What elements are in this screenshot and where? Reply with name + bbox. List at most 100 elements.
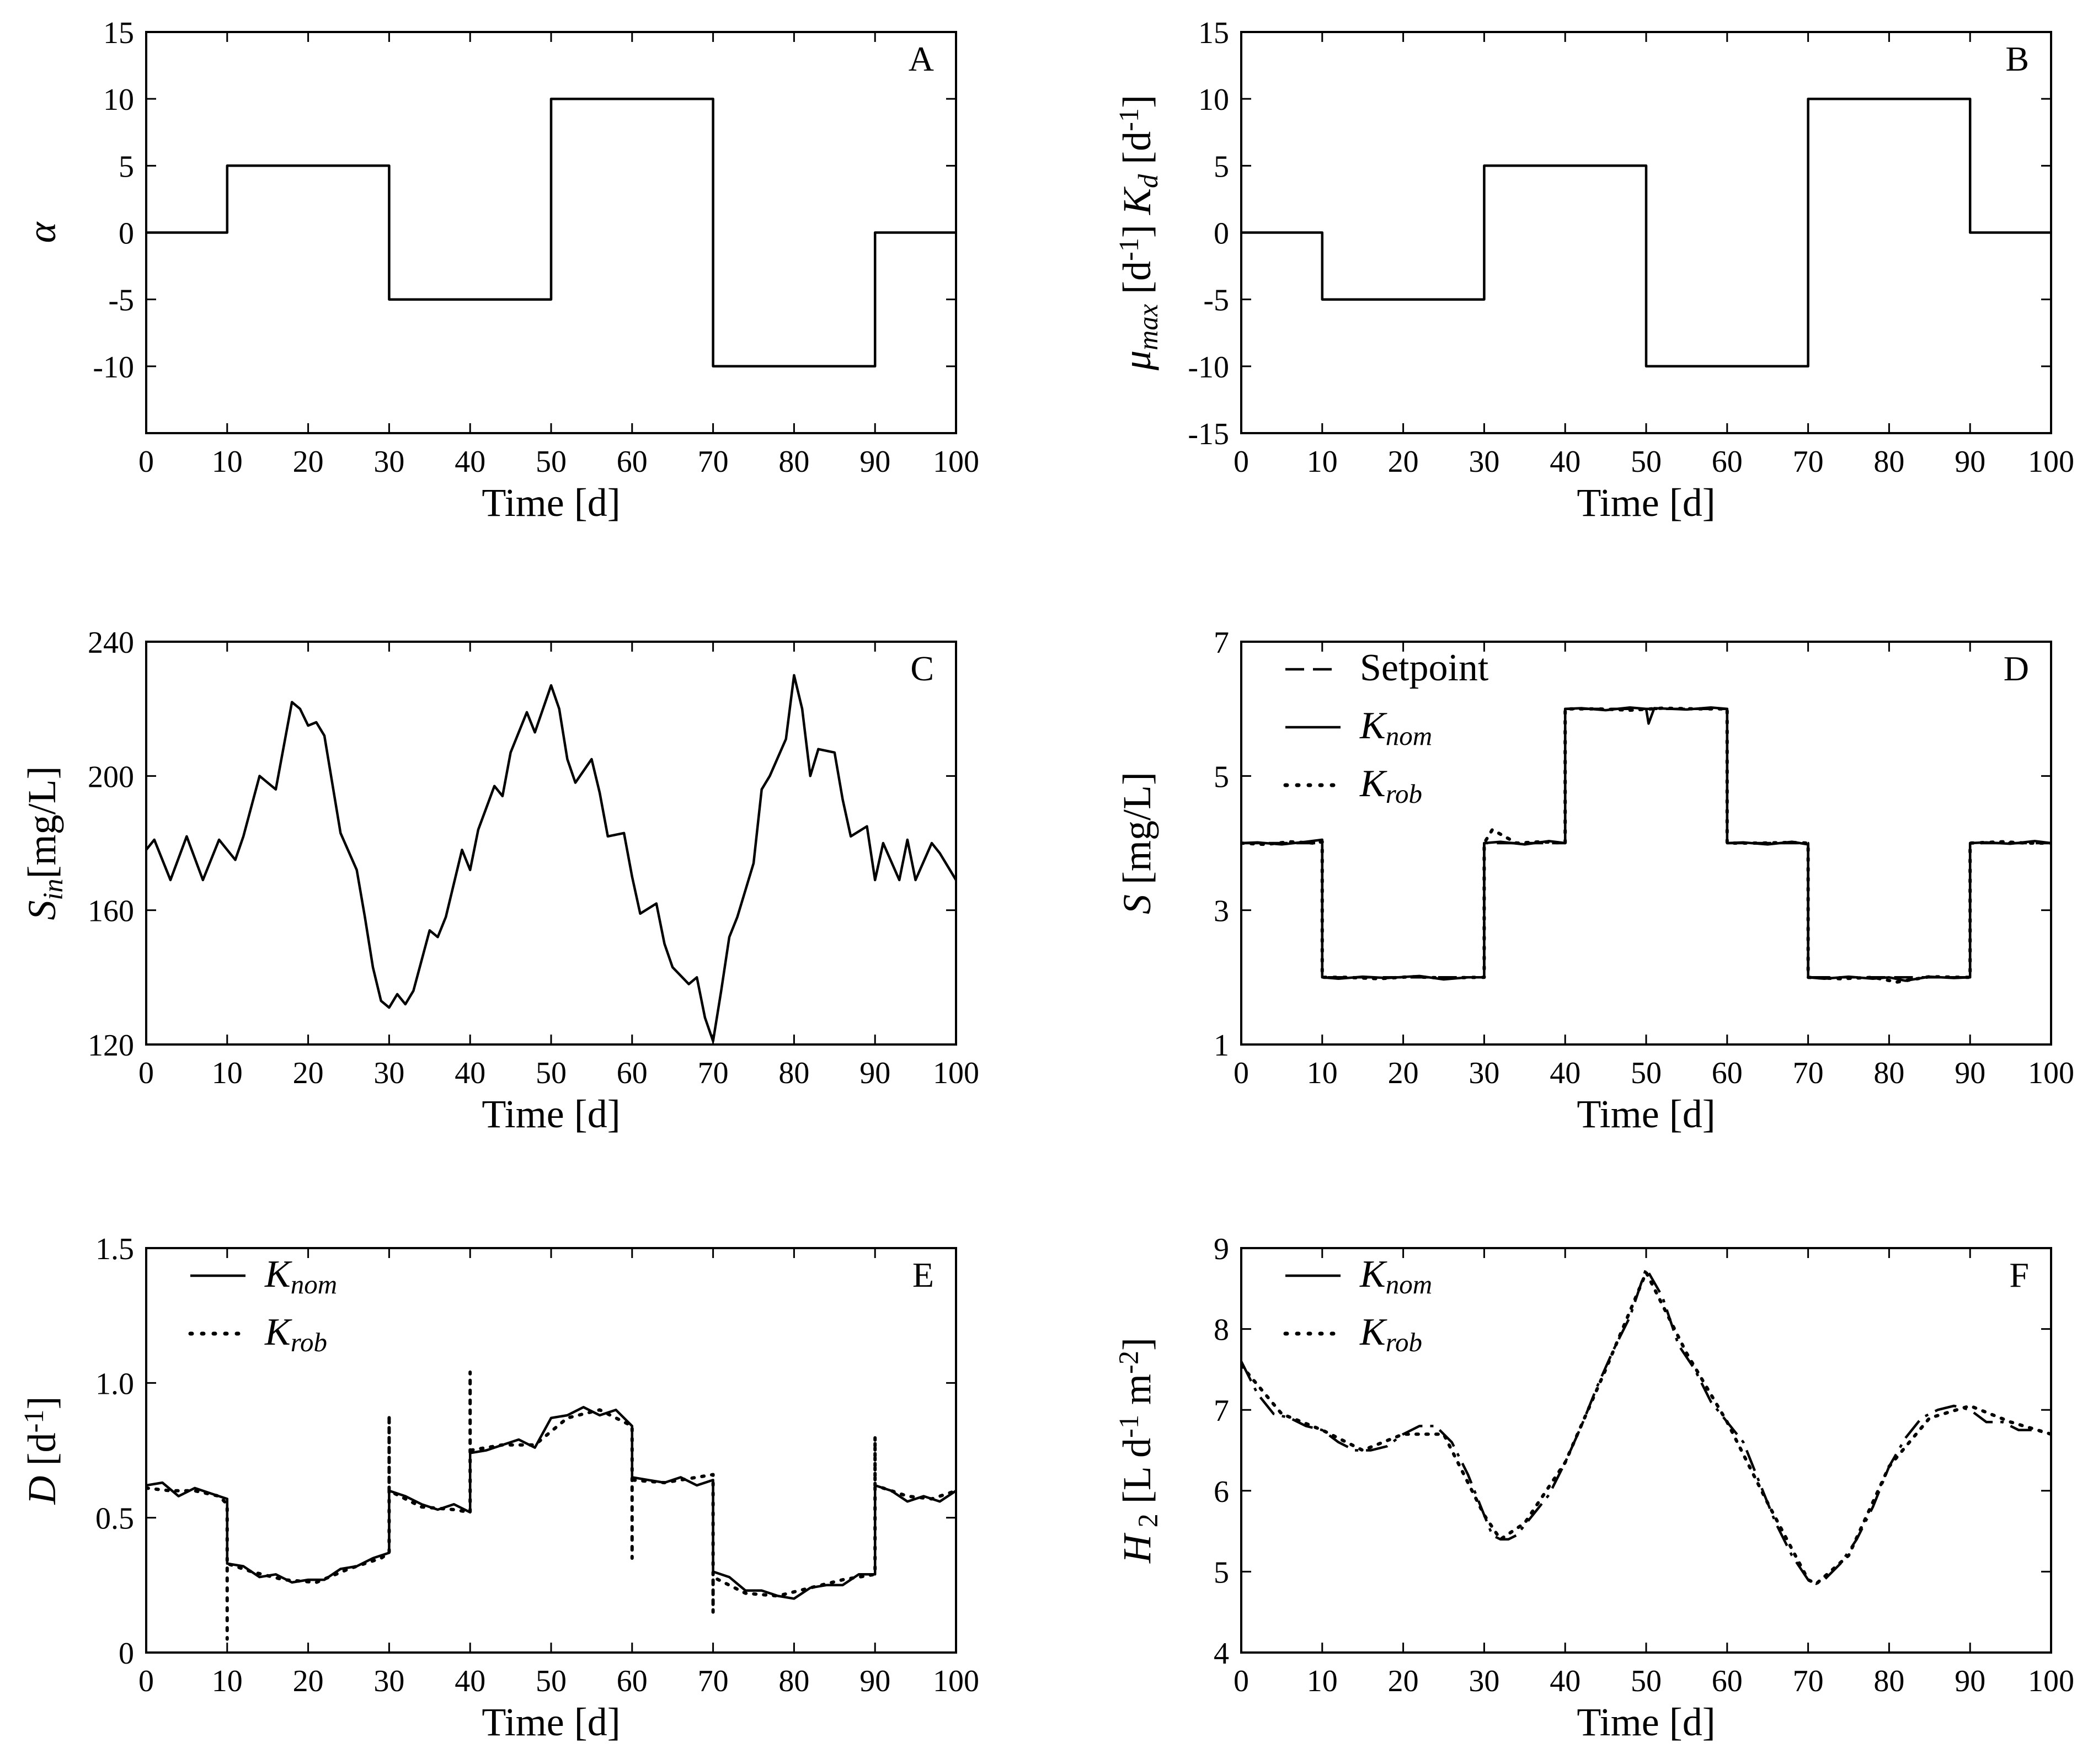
y-tick-label: 5 xyxy=(1214,150,1229,184)
x-tick-label: 40 xyxy=(455,1056,485,1090)
series-line-main xyxy=(1241,97,2051,368)
chart-panel-c: 0 10 20 30 40 50 60 70 80 90 100 120 160 200 240 Time [… xyxy=(20,626,979,1136)
chart-panel-b: 0 10 20 30 40 50 60 70 80 90 100 -15 -10 -5 0 5 10 15 Time… xyxy=(1113,16,2075,525)
x-tick-label: 60 xyxy=(617,445,648,479)
panel-letter: B xyxy=(2005,39,2029,78)
y-tick-label: 200 xyxy=(88,760,134,794)
series-line-main xyxy=(146,97,956,368)
x-tick-label: 70 xyxy=(1793,1056,1824,1090)
x-tick-label: 60 xyxy=(617,1056,648,1090)
panel-letter: A xyxy=(909,39,934,78)
x-tick-label: 40 xyxy=(1550,445,1581,479)
x-tick-label: 60 xyxy=(1712,445,1743,479)
x-tick-label: 0 xyxy=(1234,1056,1249,1090)
x-tick-label: 0 xyxy=(138,445,154,479)
x-tick-label: 80 xyxy=(778,1664,809,1698)
y-tick-label: -5 xyxy=(1203,284,1229,318)
y-tick-label: 3 xyxy=(1214,894,1229,929)
x-tick-label: 20 xyxy=(293,1664,324,1698)
x-axis-title: Time [d] xyxy=(1577,481,1715,525)
x-tick-label: 90 xyxy=(1955,1056,1985,1090)
x-tick-label: 50 xyxy=(1631,445,1662,479)
legend-label: Knom xyxy=(1359,1253,1432,1299)
series-line-knom xyxy=(146,1406,956,1600)
x-tick-label: 10 xyxy=(1307,445,1338,479)
chart-panel-f: 0 10 20 30 40 50 60 70 80 90 100 4 5 6 7 8 9 Time [d] H 2 … xyxy=(1113,1232,2075,1744)
x-tick-label: 70 xyxy=(698,445,729,479)
x-tick-label: 80 xyxy=(1873,1056,1904,1090)
y-tick-label: 7 xyxy=(1214,1394,1229,1428)
x-tick-label: 100 xyxy=(2028,445,2074,479)
y-tick-label: 120 xyxy=(88,1028,134,1063)
x-tick-label: 30 xyxy=(1469,1664,1499,1698)
x-tick-label: 50 xyxy=(1631,1056,1662,1090)
x-tick-label: 20 xyxy=(293,445,324,479)
x-tick-label: 10 xyxy=(1307,1056,1338,1090)
legend: Setpoint Knom Krob xyxy=(1283,647,1489,809)
x-tick-label: 30 xyxy=(1469,1056,1499,1090)
x-tick-label: 90 xyxy=(859,1056,890,1090)
y-tick-label: 10 xyxy=(1198,83,1229,117)
x-tick-label: 90 xyxy=(1955,1664,1985,1698)
y-tick-label: -10 xyxy=(93,350,134,385)
y-tick-label: -5 xyxy=(108,284,134,318)
x-tick-label: 40 xyxy=(455,1664,485,1698)
legend-label: Krob xyxy=(1359,763,1422,809)
x-tick-label: 0 xyxy=(1234,445,1249,479)
y-tick-label: 1.0 xyxy=(95,1367,134,1401)
y-tick-label: 4 xyxy=(1214,1637,1229,1671)
x-tick-label: 70 xyxy=(698,1664,729,1698)
plot-frame xyxy=(145,641,957,1046)
chart-panel-a: 0 10 20 30 40 50 60 70 80 90 100 -10 -5 0 5 10 15 Time [d… xyxy=(20,16,979,525)
y-axis-title: Sin[mg/L] xyxy=(20,766,68,920)
x-axis-title: Time [d] xyxy=(482,481,620,525)
y-tick-label: 6 xyxy=(1214,1475,1229,1509)
x-tick-label: 0 xyxy=(138,1664,154,1698)
panel-letter: E xyxy=(912,1255,934,1294)
y-tick-label: 0 xyxy=(1214,217,1229,251)
x-tick-label: 100 xyxy=(933,1664,979,1698)
x-tick-label: 0 xyxy=(138,1056,154,1090)
y-axis-title: H 2 [L d-1 m-2] xyxy=(1113,1337,1163,1564)
x-axis-title: Time [d] xyxy=(1577,1700,1715,1744)
series-line-knom xyxy=(1241,1267,2051,1585)
legend-label: Knom xyxy=(264,1253,337,1299)
x-tick-label: 50 xyxy=(536,445,567,479)
legend: Knom Krob xyxy=(188,1253,337,1357)
x-tick-label: 50 xyxy=(536,1664,567,1698)
x-tick-label: 90 xyxy=(859,1664,890,1698)
x-tick-label: 80 xyxy=(778,1056,809,1090)
x-tick-label: 100 xyxy=(2028,1664,2074,1698)
x-tick-label: 40 xyxy=(1550,1664,1581,1698)
panel-letter: C xyxy=(910,649,934,688)
y-tick-label: 160 xyxy=(88,894,134,929)
legend-label: Setpoint xyxy=(1360,647,1489,689)
series-line-krob xyxy=(1241,1271,2051,1586)
x-tick-label: 0 xyxy=(1234,1664,1249,1698)
y-tick-label: 0.5 xyxy=(95,1502,134,1536)
y-tick-label: 5 xyxy=(1214,760,1229,794)
y-tick-label: -15 xyxy=(1188,417,1229,451)
x-tick-label: 90 xyxy=(1955,445,1985,479)
x-tick-label: 70 xyxy=(698,1056,729,1090)
x-tick-label: 30 xyxy=(373,445,404,479)
panel-letter: F xyxy=(2009,1255,2029,1294)
x-tick-label: 100 xyxy=(933,445,979,479)
x-tick-label: 100 xyxy=(933,1056,979,1090)
x-tick-label: 30 xyxy=(373,1664,404,1698)
legend-label: Krob xyxy=(1359,1311,1422,1357)
x-tick-label: 80 xyxy=(1873,445,1904,479)
x-tick-label: 70 xyxy=(1793,445,1824,479)
y-tick-label: 9 xyxy=(1214,1232,1229,1266)
y-tick-label: 8 xyxy=(1214,1313,1229,1347)
x-tick-label: 60 xyxy=(617,1664,648,1698)
panel-letter: D xyxy=(2004,649,2029,688)
x-tick-label: 90 xyxy=(859,445,890,479)
y-tick-label: 240 xyxy=(88,626,134,660)
y-tick-label: 1.5 xyxy=(95,1232,134,1266)
chart-panel-d: 0 10 20 30 40 50 60 70 80 90 100 1 3 5 7 Time [d] S [mg/… xyxy=(1115,626,2074,1136)
series-line-krob xyxy=(1241,706,2051,984)
x-tick-label: 10 xyxy=(212,445,243,479)
y-tick-label: 15 xyxy=(1198,16,1229,50)
